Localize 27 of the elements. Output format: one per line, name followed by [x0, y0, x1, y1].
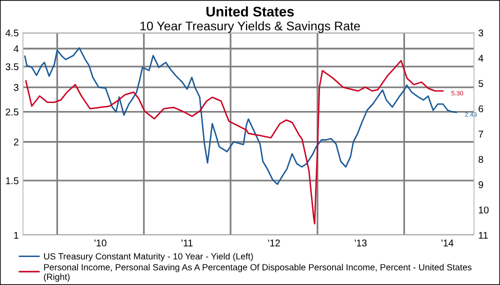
- y2-tick-label: 3: [478, 30, 484, 36]
- y2-tick-label: 9: [478, 181, 484, 188]
- legend-label: US Treasury Constant Maturity - 10 Year - Yield (Left): [44, 252, 253, 262]
- y2-tick-label: 4: [478, 54, 484, 62]
- y2-tick-label: 7: [478, 130, 484, 138]
- y2-tick-label: 10: [478, 206, 489, 214]
- y-tick-label: 3.5: [6, 63, 18, 70]
- line-series: [25, 60, 444, 224]
- chart-subtitle: 10 Year Treasury Yields & Savings Rate: [140, 21, 360, 33]
- y-tick-label: 1: [14, 232, 18, 239]
- x-tick-label: '12: [268, 240, 280, 246]
- y2-tick-label: 6: [478, 105, 484, 112]
- y2-tick-label: 8: [478, 156, 484, 163]
- chart-title: United States: [206, 6, 294, 17]
- y2-tick-label: 5: [478, 80, 484, 87]
- legend-label: Personal Income, Personal Saving As A Percentage Of Disposable Personal Income, Percent - United States (Right): [44, 264, 472, 282]
- y-tick-label: 1.5: [6, 177, 18, 184]
- y-tick-label: 4: [14, 45, 19, 52]
- y-tick-label: 2: [14, 138, 18, 146]
- y2-tick-label: 11: [478, 232, 488, 239]
- x-tick-label: '10: [94, 240, 106, 246]
- x-tick-label: '13: [354, 240, 367, 246]
- y-tick-label: 2.5: [6, 108, 18, 116]
- y-tick-label: 4.5: [6, 30, 18, 36]
- x-tick-label: '11: [182, 240, 193, 246]
- x-tick-label: '14: [442, 240, 454, 246]
- y-tick-label: 3: [14, 84, 18, 91]
